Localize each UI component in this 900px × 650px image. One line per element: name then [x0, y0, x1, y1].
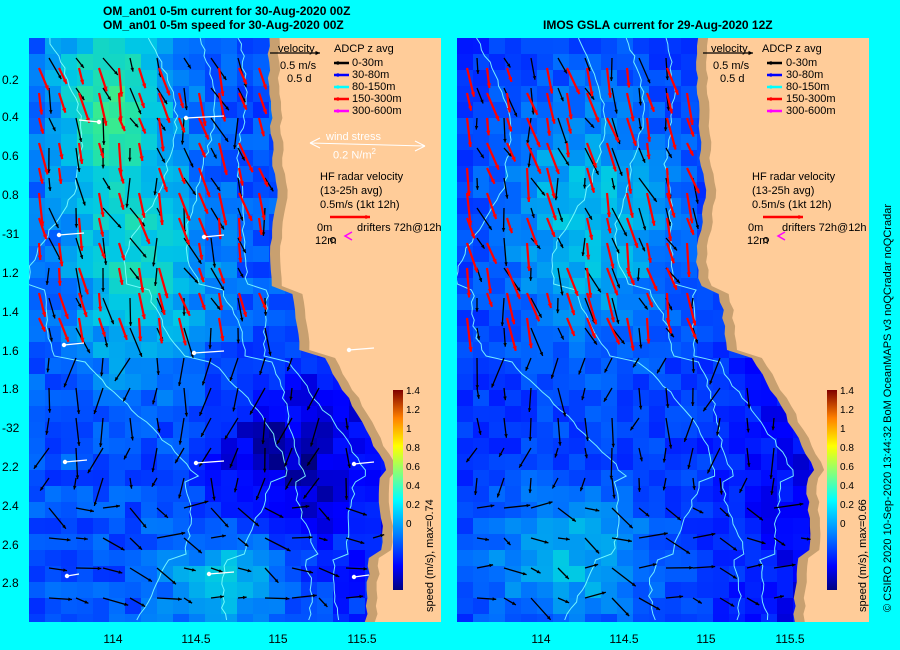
adcp-item: 150-300m — [352, 93, 402, 105]
adcp-item: 80-150m — [786, 81, 830, 93]
x-tick-right: 115.5 — [775, 632, 805, 646]
y-tick: 2.6 — [2, 538, 19, 552]
wind-stress-label: wind stress — [326, 131, 382, 143]
y-tick: 0.2 — [2, 73, 19, 87]
cb-tick: 0.6 — [840, 462, 854, 473]
hf-radar-scale: 0.5m/s (1kt 12h) — [320, 199, 400, 211]
cb-tick: 0.4 — [406, 481, 420, 492]
cb-tick: 1.2 — [840, 405, 854, 416]
adcp-item: 150-300m — [786, 93, 836, 105]
left-colorbar-label: speed (m/s), max=0.74 — [424, 499, 436, 612]
hf-radar-title: HF radar velocity — [320, 171, 404, 183]
velocity-days: 0.5 d — [287, 73, 312, 85]
y-tick: 1.8 — [2, 382, 19, 396]
x-tick-right: 114.5 — [609, 632, 639, 646]
velocity-label: velocity — [711, 43, 748, 55]
wind-stress-scale: 0.2 N/m2 — [333, 147, 376, 162]
drifter-0m: 0m — [748, 222, 764, 234]
adcp-item: 80-150m — [352, 81, 396, 93]
y-tick: 0.6 — [2, 149, 19, 163]
left-colorbar — [393, 390, 403, 590]
right-map-panel — [457, 38, 869, 622]
x-tick-right: 115 — [696, 632, 716, 646]
y-tick: 2.4 — [2, 499, 19, 513]
left-title-line1: OM_an01 0-5m current for 30-Aug-2020 00Z — [103, 4, 351, 18]
y-tick: 1.2 — [2, 266, 19, 280]
cb-tick: 0 — [840, 519, 846, 530]
right-title: IMOS GSLA current for 29-Aug-2020 12Z — [543, 18, 773, 32]
drifters-label: drifters 72h@12h — [357, 222, 442, 234]
adcp-item: 300-600m — [352, 105, 402, 117]
cb-tick: 1 — [840, 424, 846, 435]
right-map-canvas — [457, 38, 869, 622]
hf-radar-title: HF radar velocity — [752, 171, 836, 183]
y-tick: -32 — [2, 421, 20, 435]
y-tick: 0.8 — [2, 188, 19, 202]
cb-tick: 0.4 — [840, 481, 854, 492]
velocity-scale: 0.5 m/s — [713, 60, 750, 72]
left-title-line2: OM_an01 0-5m speed for 30-Aug-2020 00Z — [103, 18, 344, 32]
drifter-0m: 0m — [317, 222, 333, 234]
cb-tick: 1.4 — [840, 386, 854, 397]
y-tick: 1.4 — [2, 305, 19, 319]
x-tick-left: 115.5 — [347, 632, 377, 646]
cb-tick: 1.2 — [406, 405, 420, 416]
adcp-item: 0-30m — [786, 57, 818, 69]
x-tick-left: 115 — [268, 632, 288, 646]
velocity-scale: 0.5 m/s — [280, 60, 317, 72]
cb-tick: 0.2 — [840, 500, 854, 511]
y-tick: 2.2 — [2, 460, 19, 474]
left-map-panel — [29, 38, 441, 622]
adcp-item: 300-600m — [786, 105, 836, 117]
right-colorbar-label: speed (m/s), max=0.66 — [857, 499, 869, 612]
y-tick: -31 — [2, 227, 20, 241]
hf-radar-scale: 0.5m/s (1kt 12h) — [752, 199, 832, 211]
y-tick: 1.6 — [2, 344, 19, 358]
y-tick: 0.4 — [2, 110, 19, 124]
drifter-12m: 12m — [315, 235, 337, 247]
right-colorbar — [827, 390, 837, 590]
cb-tick: 1.4 — [406, 386, 420, 397]
adcp-title: ADCP z avg — [762, 43, 822, 55]
hf-radar-avg: (13-25h avg) — [752, 185, 815, 197]
cb-tick: 0 — [406, 519, 412, 530]
velocity-days: 0.5 d — [720, 73, 745, 85]
y-tick: 2.8 — [2, 576, 19, 590]
adcp-item: 30-80m — [786, 69, 824, 81]
x-tick-left: 114.5 — [181, 632, 211, 646]
adcp-item: 30-80m — [352, 69, 390, 81]
x-tick-right: 114 — [531, 632, 551, 646]
left-map-canvas — [29, 38, 441, 622]
cb-tick: 0.6 — [406, 462, 420, 473]
x-tick-left: 114 — [103, 632, 123, 646]
adcp-item: 0-30m — [352, 57, 384, 69]
credit-text: © CSIRO 2020 10-Sep-2020 13:44:32 BoM Oc… — [882, 204, 894, 612]
adcp-title: ADCP z avg — [334, 43, 394, 55]
cb-tick: 0.8 — [840, 443, 854, 454]
hf-radar-avg: (13-25h avg) — [320, 185, 383, 197]
cb-tick: 0.2 — [406, 500, 420, 511]
velocity-label: velocity — [278, 43, 315, 55]
cb-tick: 1 — [406, 424, 412, 435]
cb-tick: 0.8 — [406, 443, 420, 454]
drifters-label: drifters 72h@12h — [782, 222, 867, 234]
drifter-12m: 12m — [747, 235, 769, 247]
